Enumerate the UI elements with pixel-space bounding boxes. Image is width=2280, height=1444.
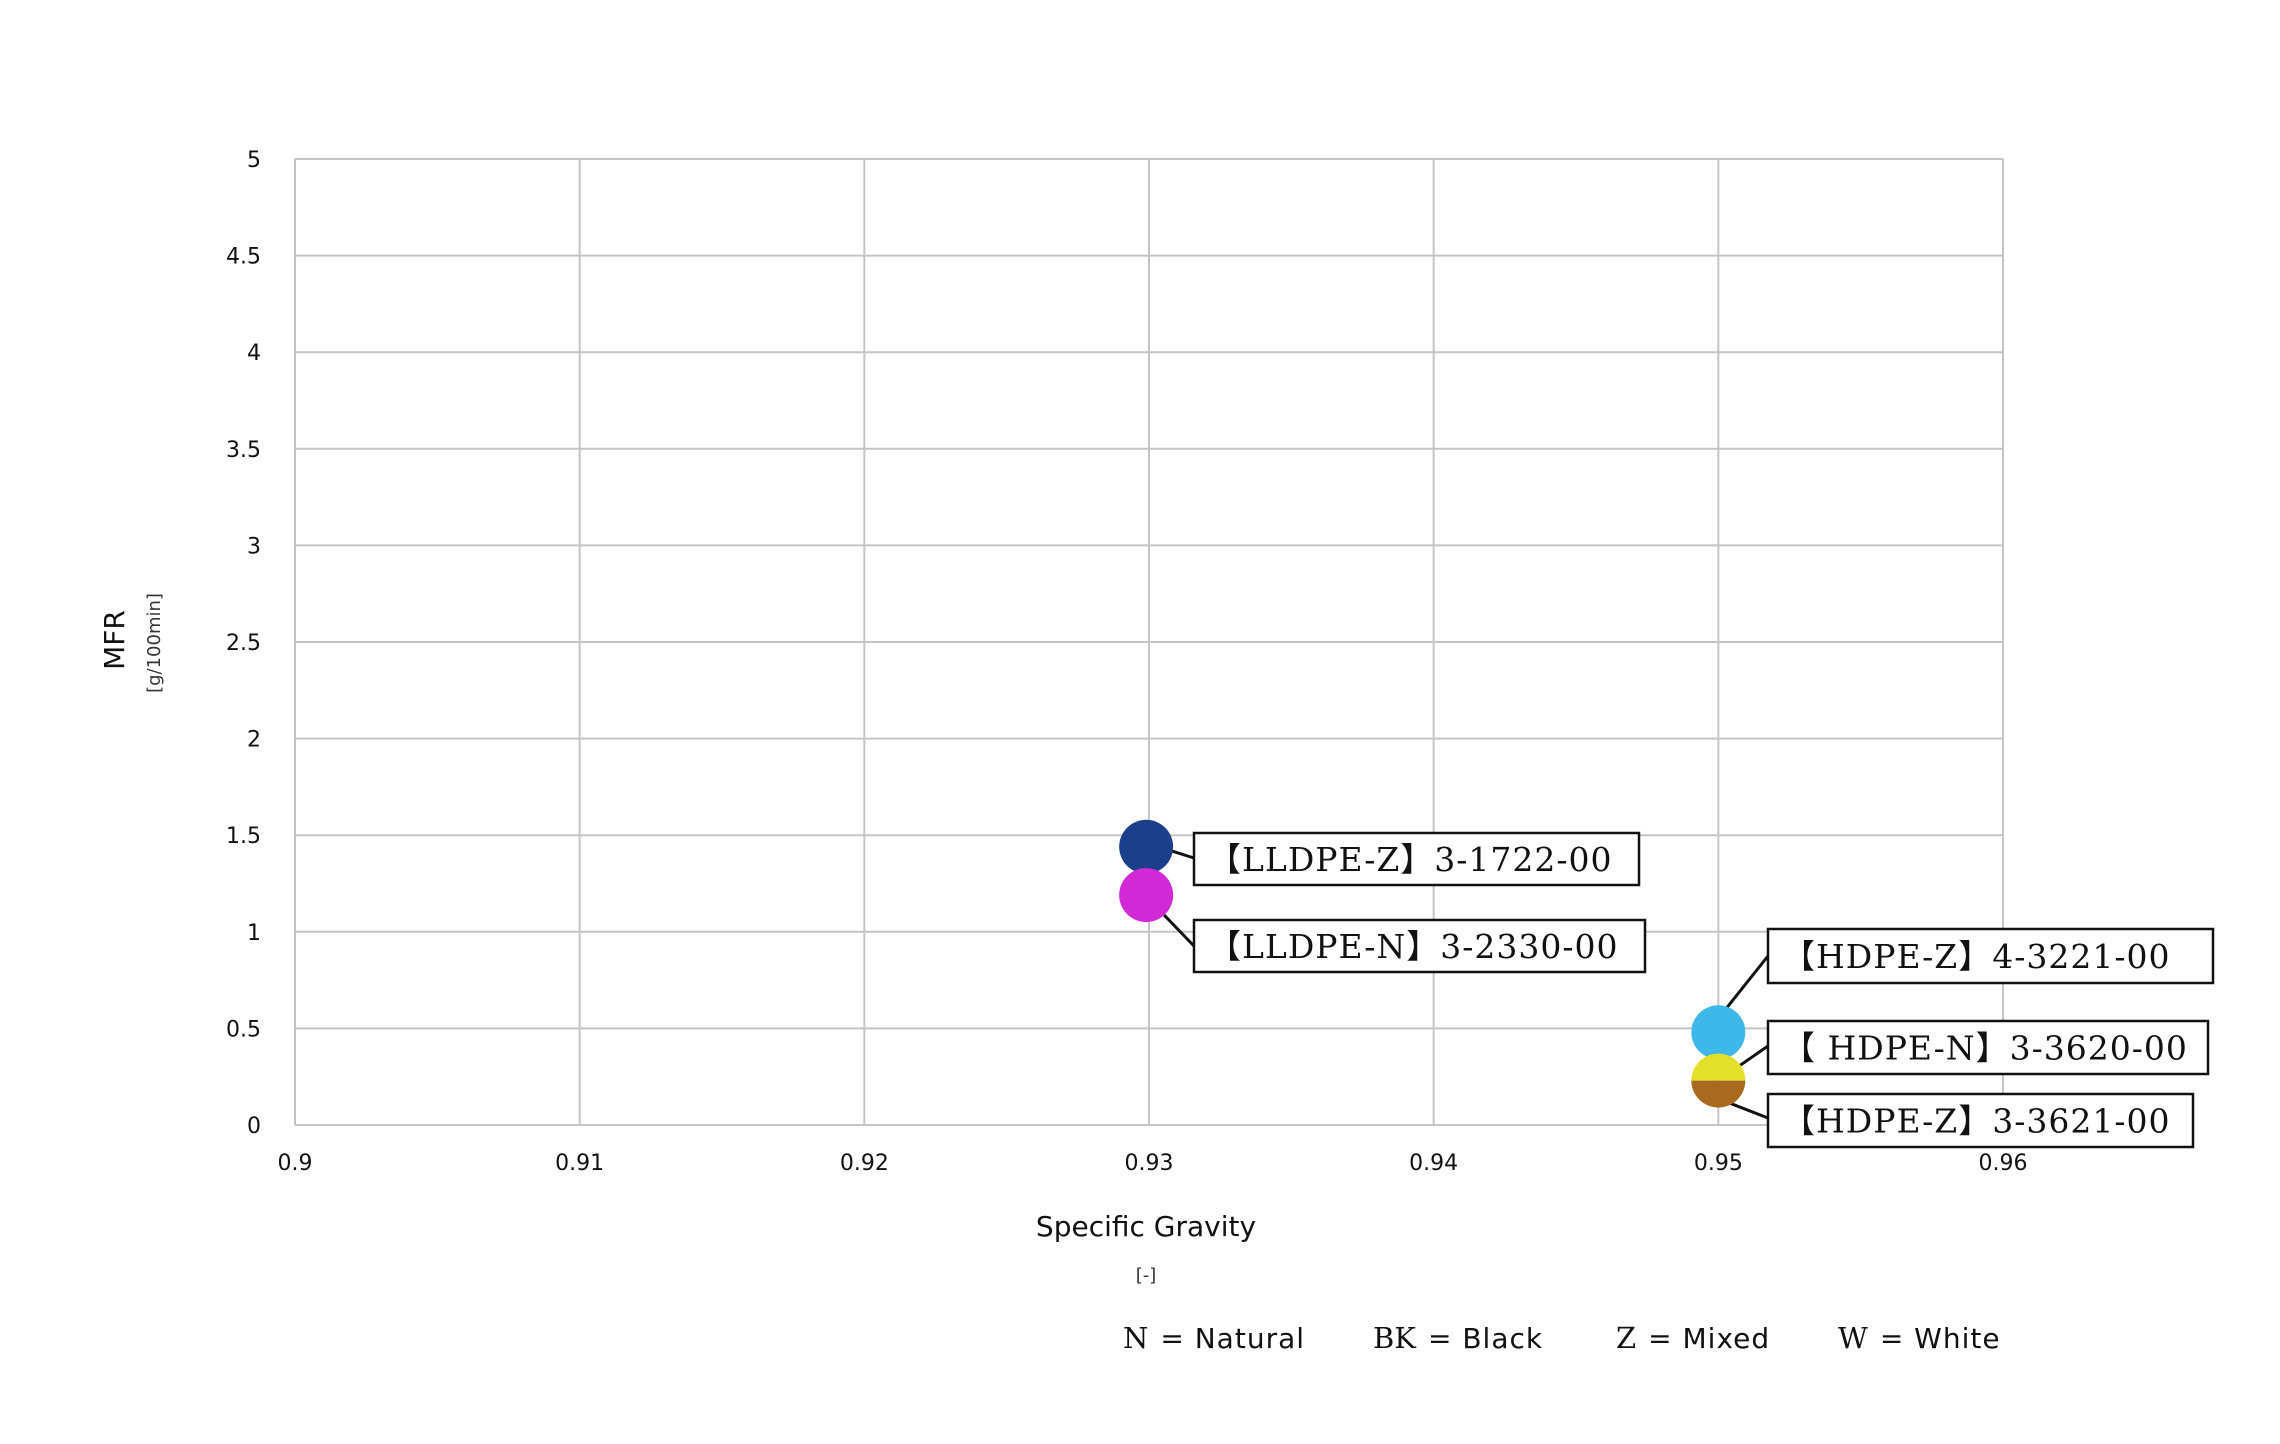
x-tick-label: 0.96 [1979,1151,2028,1176]
point-label-box [1192,918,1647,974]
data-point [1119,868,1174,923]
point-label-box [1766,1092,2195,1149]
y-tick-label: 4 [247,341,261,366]
y-tick-label: 4.5 [226,245,261,270]
y-tick-label: 1 [247,921,261,946]
legend-value: = Mixed [1648,1322,1770,1355]
point-label-box [1766,1019,2210,1076]
y-tick-label: 0.5 [226,1017,261,1042]
legend-key: Z [1616,1321,1636,1355]
data-points [1119,819,1746,1108]
leader-line [1725,955,1770,1010]
x-tick-label: 0.94 [1409,1151,1458,1176]
y-axis-title: MFR [98,610,131,670]
y-tick-label: 3.5 [226,438,261,463]
y-tick-label: 5 [247,148,261,173]
data-point [1119,819,1174,874]
leader-line [1170,849,1195,860]
point-label: 【 HDPE-N】3-3620-00 [1782,1029,2188,1068]
point-label: 【LLDPE-N】3-2330-00 [1208,927,1619,966]
x-tick-label: 0.95 [1694,1151,1743,1176]
point-label-box [1766,927,2215,985]
data-point [1691,1080,1746,1108]
point-labels: 【LLDPE-Z】3-1722-00 【LLDPE-N】3-2330-00 【HDP… [1192,831,2215,1149]
x-axis-title: Specific Gravity [1036,1210,1256,1243]
leader-line [1737,1044,1769,1068]
leader-line [1727,1101,1769,1120]
point-label: 【HDPE-Z】4-3221-00 [1782,937,2171,976]
x-tick-label: 0.91 [555,1151,604,1176]
y-tick-label: 3 [247,534,261,559]
grid [294,158,2004,1126]
legend-value: = White [1880,1322,2001,1355]
label-leader-lines [1163,849,1770,1120]
point-label: 【HDPE-Z】3-3621-00 [1782,1102,2171,1141]
legend-value: = Black [1428,1322,1543,1355]
point-label: 【LLDPE-Z】3-1722-00 [1208,840,1613,879]
y-tick-label: 1.5 [226,824,261,849]
legend: N = Natural BK = Black Z = Mixed W = White [1123,1321,2001,1355]
y-axis-unit: [g/100min] [144,593,165,693]
data-point [1691,1053,1746,1081]
x-tick-label: 0.9 [278,1151,313,1176]
legend-key: BK [1373,1321,1417,1355]
legend-key: N [1123,1321,1148,1355]
y-tick-label: 2.5 [226,631,261,656]
y-axis-ticks: 0 0.5 1 1.5 2 2.5 3 3.5 4 4.5 5 [226,148,261,1139]
x-tick-label: 0.92 [840,1151,889,1176]
point-label-box [1192,831,1641,887]
leader-line [1163,914,1196,948]
x-axis-ticks: 0.9 0.91 0.92 0.93 0.94 0.95 0.96 [278,1151,2028,1176]
legend-value: = Natural [1160,1322,1305,1355]
x-axis-unit: [-] [1136,1265,1157,1286]
y-tick-label: 2 [247,728,261,753]
y-tick-label: 0 [247,1114,261,1139]
data-point [1691,1005,1746,1060]
legend-key: W [1838,1321,1868,1355]
x-tick-label: 0.93 [1125,1151,1174,1176]
